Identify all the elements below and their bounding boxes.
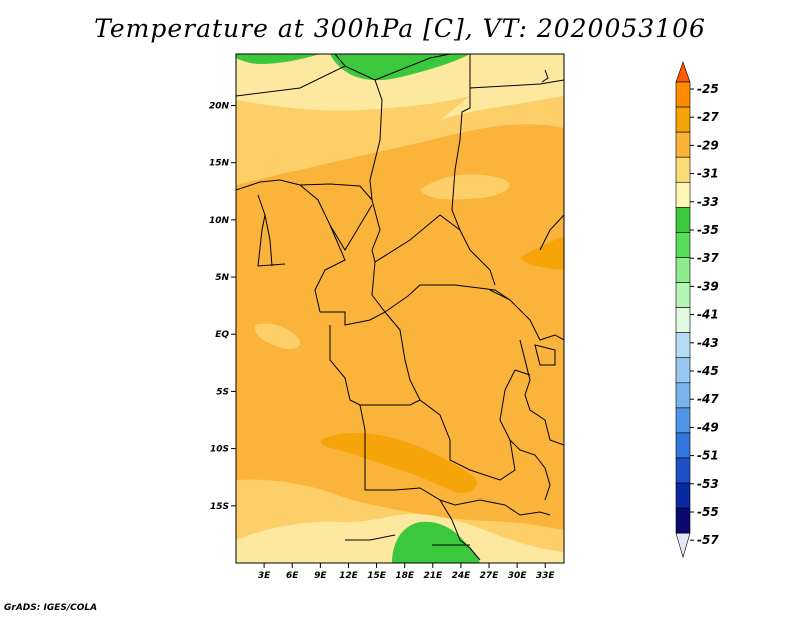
longitude-axis: 3E 6E 9E 12E 15E 18E 21E 24E 27E 30E 33E [258, 563, 556, 581]
lon-tick-label: 21E [423, 571, 443, 581]
field-north-green [330, 54, 470, 81]
legend-label: -53 [697, 477, 719, 491]
legend-swatch [675, 407, 691, 434]
legend-label: -35 [697, 223, 719, 237]
legend-label: -55 [697, 505, 719, 519]
lat-tick-label: 15S [210, 502, 229, 512]
legend-swatch [675, 282, 691, 308]
legend-label: -39 [697, 279, 719, 293]
lon-tick-label: 30E [508, 571, 528, 581]
legend-label: -49 [697, 420, 719, 434]
legend-swatch [675, 382, 691, 409]
field-equator-pale [254, 323, 301, 350]
lon-tick-label: 6E [286, 571, 299, 581]
legend-label: -57 [697, 533, 719, 547]
legend-swatch [675, 307, 691, 333]
field-sahara-pale [420, 174, 510, 200]
legend-label: -45 [697, 364, 719, 378]
field-south-green [392, 521, 480, 563]
lat-tick-label: 10S [210, 445, 229, 455]
legend-swatch [675, 181, 691, 208]
legend-swatch [675, 357, 691, 384]
lat-tick-label: 10N [209, 216, 230, 226]
legend-swatch [675, 332, 691, 359]
legend-label: -27 [697, 110, 719, 124]
legend-swatch [675, 106, 691, 133]
legend-label: -33 [697, 195, 719, 209]
legend-swatch [675, 156, 691, 183]
legend-swatch [675, 457, 691, 484]
legend-swatch [675, 131, 691, 158]
legend-label: -31 [697, 167, 719, 181]
latitude-axis: 20N 15N 10N 5N EQ 5S 10S 15S [209, 101, 236, 512]
map-title: Temperature at 300hPa [C], VT: 202005310… [94, 14, 706, 43]
lon-tick-label: 3E [258, 571, 271, 581]
legend-swatch [675, 432, 691, 459]
lon-tick-label: 9E [314, 571, 327, 581]
country-borders [236, 54, 564, 561]
lon-tick-label: 18E [395, 571, 415, 581]
legend-label: -41 [697, 308, 719, 322]
field-south-dark [320, 432, 478, 493]
legend-label: -47 [697, 392, 719, 406]
temperature-field [236, 54, 564, 563]
legend-swatch [675, 507, 691, 534]
lon-tick-label: 15E [367, 571, 387, 581]
map-frame [235, 53, 565, 564]
lat-tick-label: 5N [215, 273, 229, 283]
lat-tick-label: EQ [215, 330, 229, 340]
legend-bottom-arrow [675, 532, 691, 559]
legend-label: -29 [697, 138, 719, 152]
legend-swatch [675, 482, 691, 509]
legend-label: -51 [697, 449, 719, 463]
grads-credit: GrADS: IGES/COLA [4, 603, 98, 613]
legend-swatch [675, 232, 691, 258]
legend-label: -25 [697, 82, 719, 96]
field-nw-green [236, 54, 320, 64]
legend-label: -43 [697, 336, 719, 350]
lon-tick-label: 12E [339, 571, 359, 581]
field-east-dark [520, 236, 564, 270]
lon-tick-label: 24E [452, 571, 472, 581]
legend-swatch [675, 207, 691, 233]
legend-swatch [675, 81, 691, 108]
legend-label: -37 [697, 251, 719, 265]
lon-tick-label: 33E [536, 571, 556, 581]
lat-tick-label: 5S [216, 387, 229, 397]
lon-tick-label: 27E [480, 571, 500, 581]
legend-swatch [675, 257, 691, 283]
lat-tick-label: 20N [209, 101, 230, 111]
color-legend: -25 -27 -29 -31 -33 -35 -37 -39 -41 -43 -45 -47 -49 -… [675, 61, 719, 559]
lat-tick-label: 15N [209, 159, 230, 169]
field-north-pale-2 [440, 54, 564, 120]
legend-top-arrow [675, 61, 691, 83]
